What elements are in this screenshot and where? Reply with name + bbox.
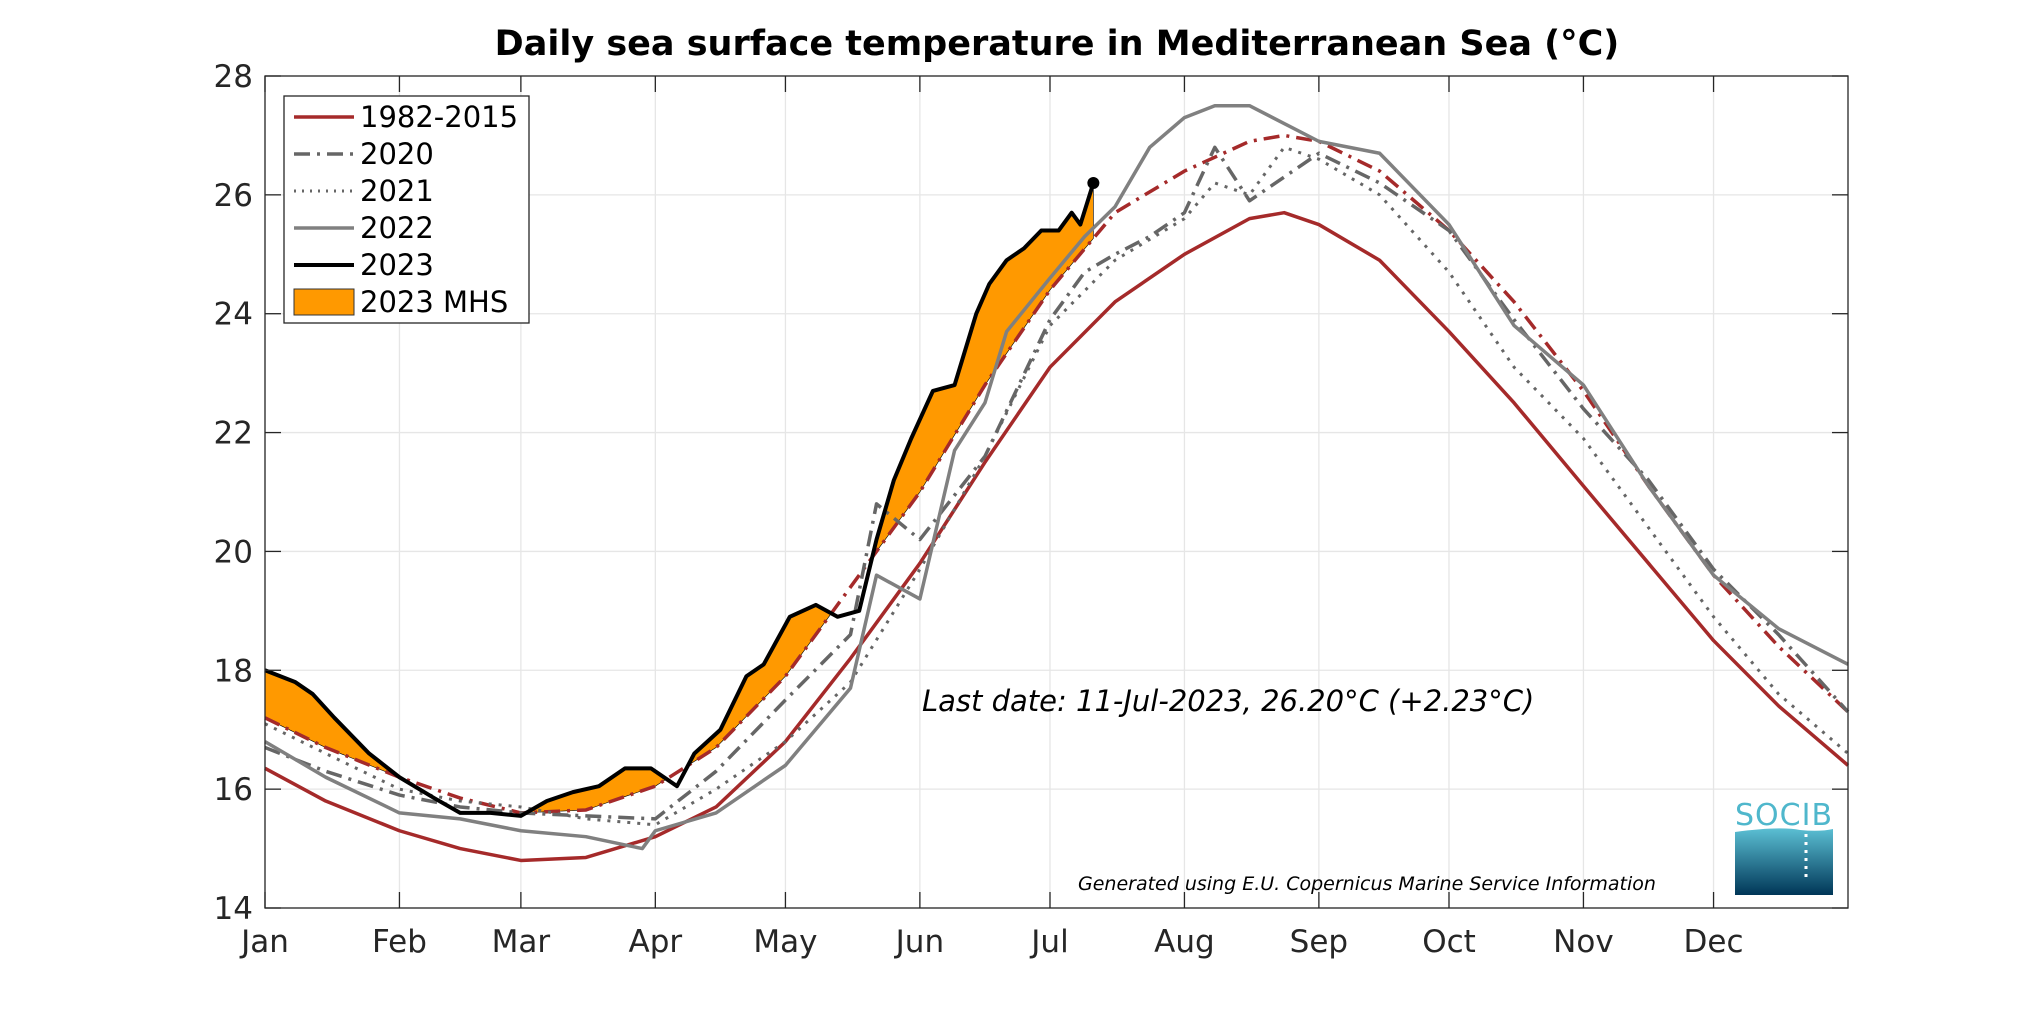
plot-frame xyxy=(264,75,1849,909)
x-tick-label: Apr xyxy=(629,924,683,960)
y-tick-label: 18 xyxy=(214,653,253,689)
x-tick-label: Jun xyxy=(894,924,944,960)
legend-label: 2020 xyxy=(360,137,434,171)
series-line-1982-2015 xyxy=(264,210,1850,863)
series-line-2021 xyxy=(264,145,1849,827)
x-tick-label: Jul xyxy=(1029,924,1068,960)
y-tick-label: 16 xyxy=(214,772,253,808)
socib-logo: SOCIB xyxy=(1735,798,1833,895)
series-line-2022 xyxy=(264,103,1849,851)
legend-label: 2023 xyxy=(360,248,434,282)
x-tick-label: Mar xyxy=(492,924,551,960)
x-tick-label: Sep xyxy=(1290,924,1348,960)
last-point-marker xyxy=(1087,176,1100,189)
axes xyxy=(264,75,1849,909)
y-tick-label: 26 xyxy=(214,178,253,214)
x-tick-label: Nov xyxy=(1553,924,1614,960)
legend-label: 2023 MHS xyxy=(360,285,508,319)
legend-label: 2021 xyxy=(360,174,434,208)
y-tick-label: 22 xyxy=(214,416,253,452)
series-line-2023 xyxy=(264,182,1096,818)
x-axis-ticks: Jan Feb Mar Apr May Jun Jul Aug Sep Oct Nov Dec xyxy=(239,76,1744,960)
last-date-annotation: Last date: 11-Jul-2023, 26.20°C (+2.23°C… xyxy=(922,684,1534,718)
x-tick-label: Oct xyxy=(1422,924,1476,960)
socib-logo-text: SOCIB xyxy=(1735,798,1833,833)
series-layer xyxy=(264,103,1850,863)
legend-box xyxy=(283,95,530,324)
legend-label: 2022 xyxy=(360,211,434,245)
y-tick-label: 14 xyxy=(214,891,253,927)
copernicus-credit: Generated using E.U. Copernicus Marine S… xyxy=(1078,873,1656,895)
legend-label: 1982-2015 xyxy=(360,100,518,134)
socib-logo-wave xyxy=(1735,828,1833,895)
x-tick-label: Feb xyxy=(372,924,427,960)
y-tick-label: 24 xyxy=(214,297,253,333)
x-tick-label: Dec xyxy=(1684,924,1744,960)
x-tick-label: Aug xyxy=(1154,924,1215,960)
x-tick-label: May xyxy=(753,924,817,960)
chart-title: Daily sea surface temperature in Mediter… xyxy=(495,24,1620,64)
y-tick-label: 28 xyxy=(214,59,253,95)
legend-swatch-mhs xyxy=(293,288,355,316)
y-tick-label: 20 xyxy=(214,534,253,570)
x-tick-label: Jan xyxy=(239,924,289,960)
